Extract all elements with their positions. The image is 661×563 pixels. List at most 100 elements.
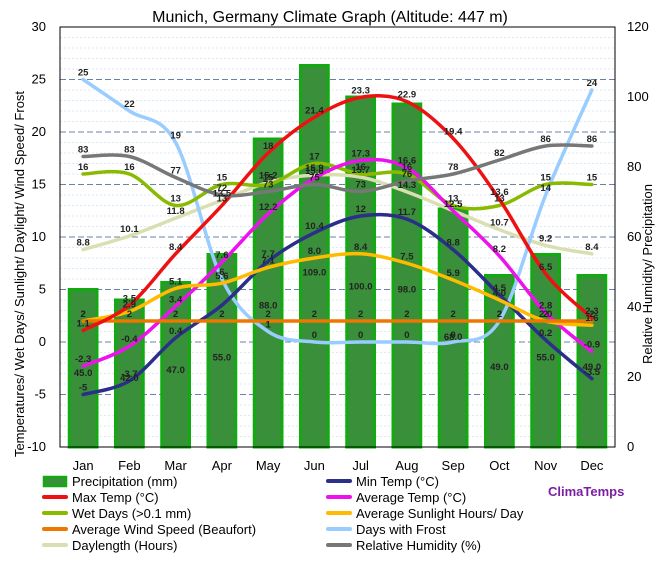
data-label-average-temp-c: 15.6 — [305, 166, 324, 177]
x-tick-label: Aug — [395, 458, 418, 473]
data-label-min-temp-c: 8.8 — [447, 238, 460, 249]
y-tick-left: -10 — [27, 439, 46, 454]
legend-label-average-wind-speed-beaufort: Average Wind Speed (Beaufort) — [72, 522, 256, 537]
x-tick-label: Jul — [352, 458, 369, 473]
series-line-relative-humidity — [81, 143, 594, 198]
data-label-precipitation-mm: 47.0 — [166, 365, 185, 376]
data-label-average-wind-speed-beaufort: 2 — [358, 309, 363, 320]
y-tick-right: 100 — [627, 89, 649, 104]
data-label-average-sunlight-hours-day: 2 — [80, 309, 85, 320]
data-label-relative-humidity: 82 — [494, 148, 505, 159]
precipitation-bar-apr — [206, 253, 238, 449]
data-label-max-temp-c: 13.6 — [490, 187, 509, 198]
data-label-wet-days-0-1-mm: 17 — [309, 152, 320, 163]
data-label-average-wind-speed-beaufort: 2 — [497, 309, 502, 320]
y-tick-right: 120 — [627, 19, 649, 34]
data-label-wet-days-0-1-mm: 13 — [448, 194, 459, 205]
data-label-average-sunlight-hours-day: 5.6 — [215, 271, 228, 282]
legend-label-daylength-hours: Daylength (Hours) — [72, 538, 178, 553]
data-label-relative-humidity: 73 — [355, 180, 366, 191]
legend-label-max-temp-c: Max Temp (°C) — [72, 490, 159, 505]
data-label-average-wind-speed-beaufort: 2 — [543, 309, 548, 320]
data-label-average-sunlight-hours-day: 7.1 — [262, 255, 276, 266]
x-tick-label: May — [256, 458, 281, 473]
data-label-days-with-frost: 2 — [497, 309, 502, 320]
data-label-min-temp-c: -5 — [79, 383, 88, 394]
series-line-daylength-hours — [81, 172, 594, 256]
data-label-daylength-hours: 8.4 — [585, 242, 599, 253]
data-label-relative-humidity: 86 — [540, 134, 551, 145]
data-label-average-sunlight-hours-day: 8.0 — [308, 246, 321, 257]
data-label-relative-humidity: 73 — [263, 180, 274, 191]
y-tick-right: 20 — [627, 369, 641, 384]
data-label-wet-days-0-1-mm: 16 — [355, 162, 366, 173]
data-label-daylength-hours: 10.7 — [490, 218, 509, 229]
data-label-days-with-frost: 0 — [450, 330, 455, 341]
data-label-precipitation-mm: 88.0 — [259, 300, 278, 311]
data-label-average-temp-c: 12.2 — [259, 202, 278, 213]
y-tick-left: 10 — [32, 229, 46, 244]
data-label-average-wind-speed-beaufort: 2 — [219, 309, 224, 320]
data-label-wet-days-0-1-mm: 13 — [170, 194, 181, 205]
data-label-daylength-hours: 15.7 — [351, 165, 370, 176]
series-line-days-with-frost — [81, 77, 594, 346]
data-label-wet-days-0-1-mm: 15 — [587, 173, 598, 184]
chart-title: Munich, Germany Climate Graph (Altitude:… — [152, 9, 508, 26]
data-label-average-sunlight-hours-day: 2.9 — [123, 300, 136, 311]
data-label-max-temp-c: 18 — [263, 141, 274, 152]
data-label-daylength-hours: 11.8 — [167, 206, 185, 217]
data-label-precipitation-mm: 109.0 — [302, 267, 326, 278]
series-line-average-temp-c — [81, 157, 594, 368]
data-label-days-with-frost: 24 — [587, 78, 598, 89]
y-tick-right: 40 — [627, 299, 641, 314]
data-label-average-sunlight-hours-day: 5.9 — [447, 268, 460, 279]
data-label-max-temp-c: 1.1 — [77, 318, 91, 329]
y-axis-left-label: Temperatures/ Wet Days/ Sunlight/ Daylig… — [12, 91, 27, 457]
data-label-min-temp-c: 0.4 — [169, 326, 183, 337]
data-label-daylength-hours: 12.5 — [444, 199, 463, 210]
data-label-days-with-frost: 22 — [124, 99, 135, 110]
data-label-precipitation-mm: 98.0 — [398, 285, 417, 296]
data-label-average-sunlight-hours-day: 1.6 — [585, 313, 598, 324]
legend-label-precipitation-mm: Precipitation (mm) — [72, 474, 177, 489]
data-label-precipitation-mm: 100.0 — [349, 282, 373, 293]
data-label-average-sunlight-hours-day: 8.4 — [354, 242, 368, 253]
data-label-wet-days-0-1-mm: 16 — [124, 162, 135, 173]
legend-label-relative-humidity: Relative Humidity (%) — [356, 538, 481, 553]
y-axis-right-label: Relative Humidity/ Precipitation — [640, 184, 655, 364]
data-label-average-temp-c: 16.6 — [398, 156, 417, 167]
data-label-days-with-frost: 0 — [404, 330, 409, 341]
data-label-daylength-hours: 8.8 — [77, 238, 90, 249]
x-tick-label: Dec — [580, 458, 604, 473]
data-label-max-temp-c: 2.3 — [585, 306, 598, 317]
data-label-days-with-frost: 14 — [540, 183, 551, 194]
data-label-average-temp-c: 8.2 — [493, 244, 506, 255]
data-label-precipitation-mm: 42.0 — [120, 373, 139, 384]
series-line-min-temp-c — [81, 212, 594, 397]
series-line-average-sunlight-hours-day — [81, 251, 594, 327]
data-label-min-temp-c: 12 — [355, 204, 366, 215]
data-label-days-with-frost: 0 — [312, 330, 317, 341]
legend-label-average-sunlight-hours-day: Average Sunlight Hours/ Day — [356, 506, 524, 521]
data-label-average-temp-c: -2.3 — [75, 354, 91, 365]
y-tick-left: 0 — [39, 334, 46, 349]
x-tick-label: Mar — [164, 458, 187, 473]
data-label-average-wind-speed-beaufort: 2 — [404, 309, 409, 320]
data-label-wet-days-0-1-mm: 15 — [540, 173, 551, 184]
y-tick-left: 5 — [39, 282, 46, 297]
data-label-relative-humidity: 86 — [587, 134, 598, 145]
data-label-wet-days-0-1-mm: 13 — [494, 194, 505, 205]
legend-label-min-temp-c: Min Temp (°C) — [356, 474, 439, 489]
data-label-average-temp-c: 3.4 — [169, 294, 183, 305]
data-label-daylength-hours: 15.2 — [259, 170, 278, 181]
data-label-days-with-frost: 1 — [265, 320, 271, 331]
data-label-average-sunlight-hours-day: 4.0 — [493, 288, 506, 299]
data-label-max-temp-c: 3.5 — [123, 293, 137, 304]
series-line-max-temp-c — [81, 93, 594, 333]
x-tick-label: Jun — [304, 458, 325, 473]
data-label-min-temp-c: 11.7 — [398, 207, 416, 218]
plot-border — [59, 26, 616, 448]
data-label-average-temp-c: 2.8 — [539, 301, 552, 312]
